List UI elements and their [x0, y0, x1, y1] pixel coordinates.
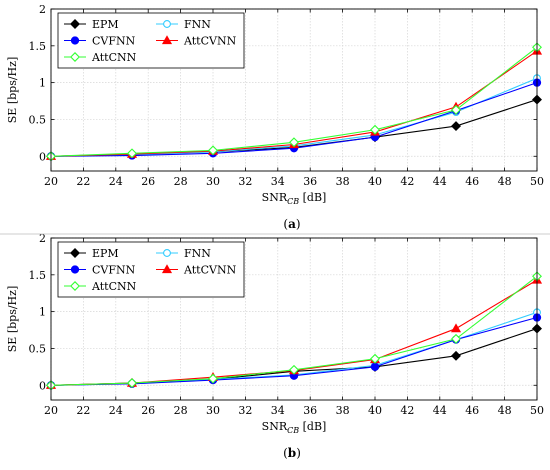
- x-tick-label: 44: [433, 175, 447, 188]
- panel-a-legend: EPM FNN CVFNN AttCVNN AttCNN: [57, 12, 245, 69]
- x-tick-label: 42: [400, 175, 414, 188]
- x-tick-label: 24: [109, 404, 123, 417]
- panel-b-caption: (b): [283, 446, 301, 460]
- x-tick-label: 20: [44, 175, 58, 188]
- y-tick-label: 1.5: [29, 40, 47, 53]
- series-attcnn-point: [451, 333, 461, 344]
- x-tick-label: 34: [271, 175, 285, 188]
- panel-b-ylabel: SE [bps/Hz]: [6, 286, 19, 352]
- x-tick-label: 42: [400, 404, 414, 417]
- panel-a-series: [45, 42, 543, 162]
- legend-marker: [70, 19, 80, 29]
- panel-a-caption: (a): [283, 217, 300, 231]
- legend-label: AttCVNN: [183, 35, 237, 48]
- panel-b-xlabel: SNRCB [dB]: [262, 420, 327, 435]
- series-attcnn-point: [289, 364, 299, 375]
- legend-label: FNN: [184, 18, 211, 31]
- x-tick-label: 38: [336, 175, 350, 188]
- legend-label: EPM: [92, 18, 119, 31]
- series-epm-point: [451, 350, 461, 361]
- x-tick-label: 46: [465, 404, 479, 417]
- series-attcnn-point: [208, 145, 218, 156]
- series-attcnn-point: [451, 104, 461, 115]
- series-attcnn-point: [289, 137, 299, 148]
- x-tick-label: 40: [368, 404, 382, 417]
- y-tick-label: 0: [39, 150, 46, 163]
- y-tick-label: 0: [39, 379, 46, 392]
- legend-marker: [161, 35, 173, 45]
- series-attcnn-point: [370, 353, 380, 364]
- x-tick-label: 22: [76, 404, 90, 417]
- x-tick-label: 46: [465, 175, 479, 188]
- x-tick-label: 48: [498, 404, 512, 417]
- panel-b-legend: EPM FNN CVFNN AttCVNN AttCNN: [57, 241, 245, 298]
- x-tick-label: 30: [206, 404, 220, 417]
- x-tick-label: 50: [530, 175, 544, 188]
- panel-b: 20 22 24 26 28 30 32 34 36 38 40 42 44 46 48 50 0 0.5 1 1.5…: [6, 232, 544, 460]
- panel-a-frame: [50, 8, 538, 172]
- x-tick-label: 50: [530, 404, 544, 417]
- legend-marker: [70, 281, 80, 291]
- legend-label: AttCNN: [91, 51, 137, 64]
- legend-label: AttCVNN: [183, 264, 237, 277]
- y-tick-label: 1: [39, 306, 46, 319]
- series-cvfnn-point: [370, 362, 380, 372]
- x-tick-label: 40: [368, 175, 382, 188]
- panel-b-series: [45, 271, 543, 391]
- series-attcvnn-point: [450, 323, 462, 333]
- panel-a-ylabel: SE [bps/Hz]: [6, 57, 19, 123]
- legend-marker: [70, 248, 80, 258]
- series-attcnn-point: [127, 148, 137, 159]
- legend-marker: [163, 20, 171, 28]
- x-tick-label: 36: [303, 404, 317, 417]
- x-tick-label: 44: [433, 404, 447, 417]
- legend-label: AttCNN: [91, 280, 137, 293]
- legend-marker: [70, 52, 80, 62]
- x-tick-label: 48: [498, 175, 512, 188]
- y-tick-label: 2: [39, 3, 46, 16]
- legend-label: CVFNN: [92, 264, 136, 277]
- legend-label: CVFNN: [92, 35, 136, 48]
- legend-box: [57, 241, 245, 298]
- legend-label: FNN: [184, 247, 211, 260]
- legend-marker: [70, 36, 80, 45]
- x-tick-label: 30: [206, 175, 220, 188]
- x-tick-label: 34: [271, 404, 285, 417]
- legend-label: EPM: [92, 247, 119, 260]
- legend-box: [57, 12, 245, 69]
- series-attcnn-point: [208, 373, 218, 384]
- panel-a: 20 22 24 26 28 30 32 34 36 38 40 42 44 46 48 50 0 0.5 1 1.5…: [6, 3, 544, 231]
- y-tick-label: 2: [39, 232, 46, 245]
- x-tick-label: 28: [174, 175, 188, 188]
- series-epm-point: [451, 121, 461, 132]
- x-tick-label: 26: [141, 404, 155, 417]
- x-tick-label: 20: [44, 404, 58, 417]
- x-tick-label: 38: [336, 404, 350, 417]
- legend-marker: [163, 249, 171, 257]
- panel-b-ticks: 20 22 24 26 28 30 32 34 36 38 40 42 44 46 48 50 0 0.5 1 1.5…: [29, 232, 545, 417]
- series-attcnn-point: [370, 124, 380, 135]
- x-tick-label: 32: [238, 175, 252, 188]
- x-tick-label: 24: [109, 175, 123, 188]
- x-tick-label: 28: [174, 404, 188, 417]
- legend-marker: [70, 265, 80, 274]
- panel-a-xlabel: SNRCB [dB]: [262, 191, 327, 206]
- y-tick-label: 0.5: [29, 113, 47, 126]
- y-tick-label: 1: [39, 77, 46, 90]
- legend-marker: [161, 264, 173, 274]
- x-tick-label: 22: [76, 175, 90, 188]
- y-tick-label: 1.5: [29, 269, 47, 282]
- panel-b-frame: [50, 237, 538, 401]
- y-tick-label: 0.5: [29, 342, 47, 355]
- series-attcnn-point: [127, 378, 137, 389]
- x-tick-label: 32: [238, 404, 252, 417]
- x-tick-label: 36: [303, 175, 317, 188]
- x-tick-label: 26: [141, 175, 155, 188]
